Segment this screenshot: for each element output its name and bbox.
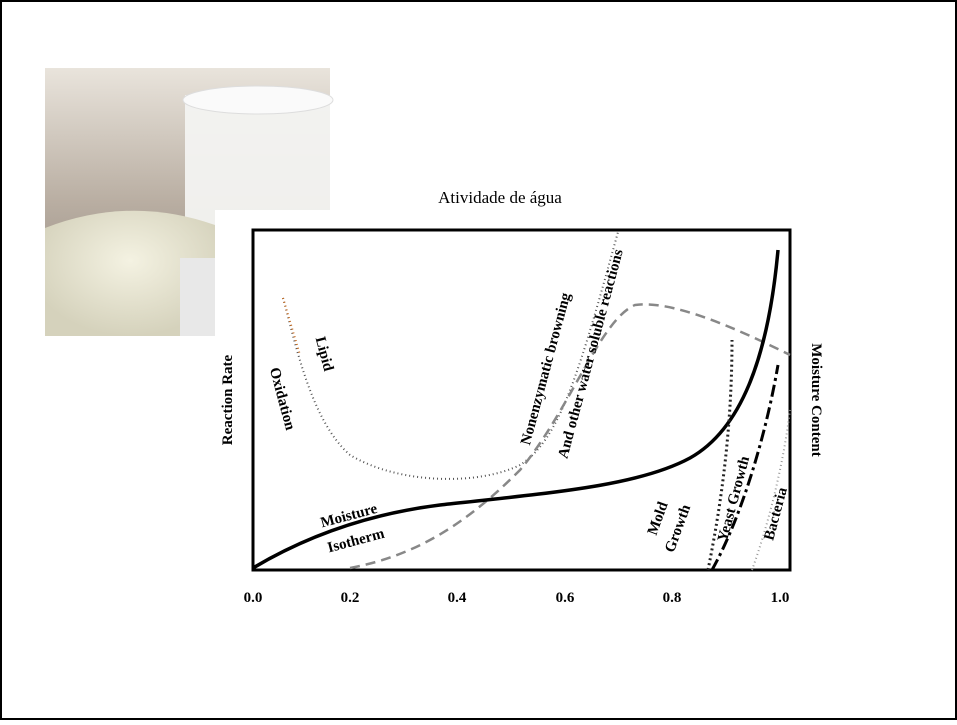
- x-tick-label: 0.8: [663, 590, 682, 606]
- x-tick-label: 1.0: [771, 590, 790, 606]
- y2-axis-label: Moisture Content: [808, 343, 824, 456]
- slide: Atividade de água Reaction Rate Moisture…: [0, 0, 957, 720]
- slide-title: Atividade de água: [438, 188, 562, 207]
- y-axis-label: Reaction Rate: [220, 354, 236, 445]
- x-tick-label: 0.2: [341, 590, 360, 606]
- x-tick-label: 0.4: [448, 590, 467, 606]
- chart-panel: [215, 210, 830, 625]
- x-tick-label: 0.6: [556, 590, 575, 606]
- x-tick-label: 0.0: [244, 590, 263, 606]
